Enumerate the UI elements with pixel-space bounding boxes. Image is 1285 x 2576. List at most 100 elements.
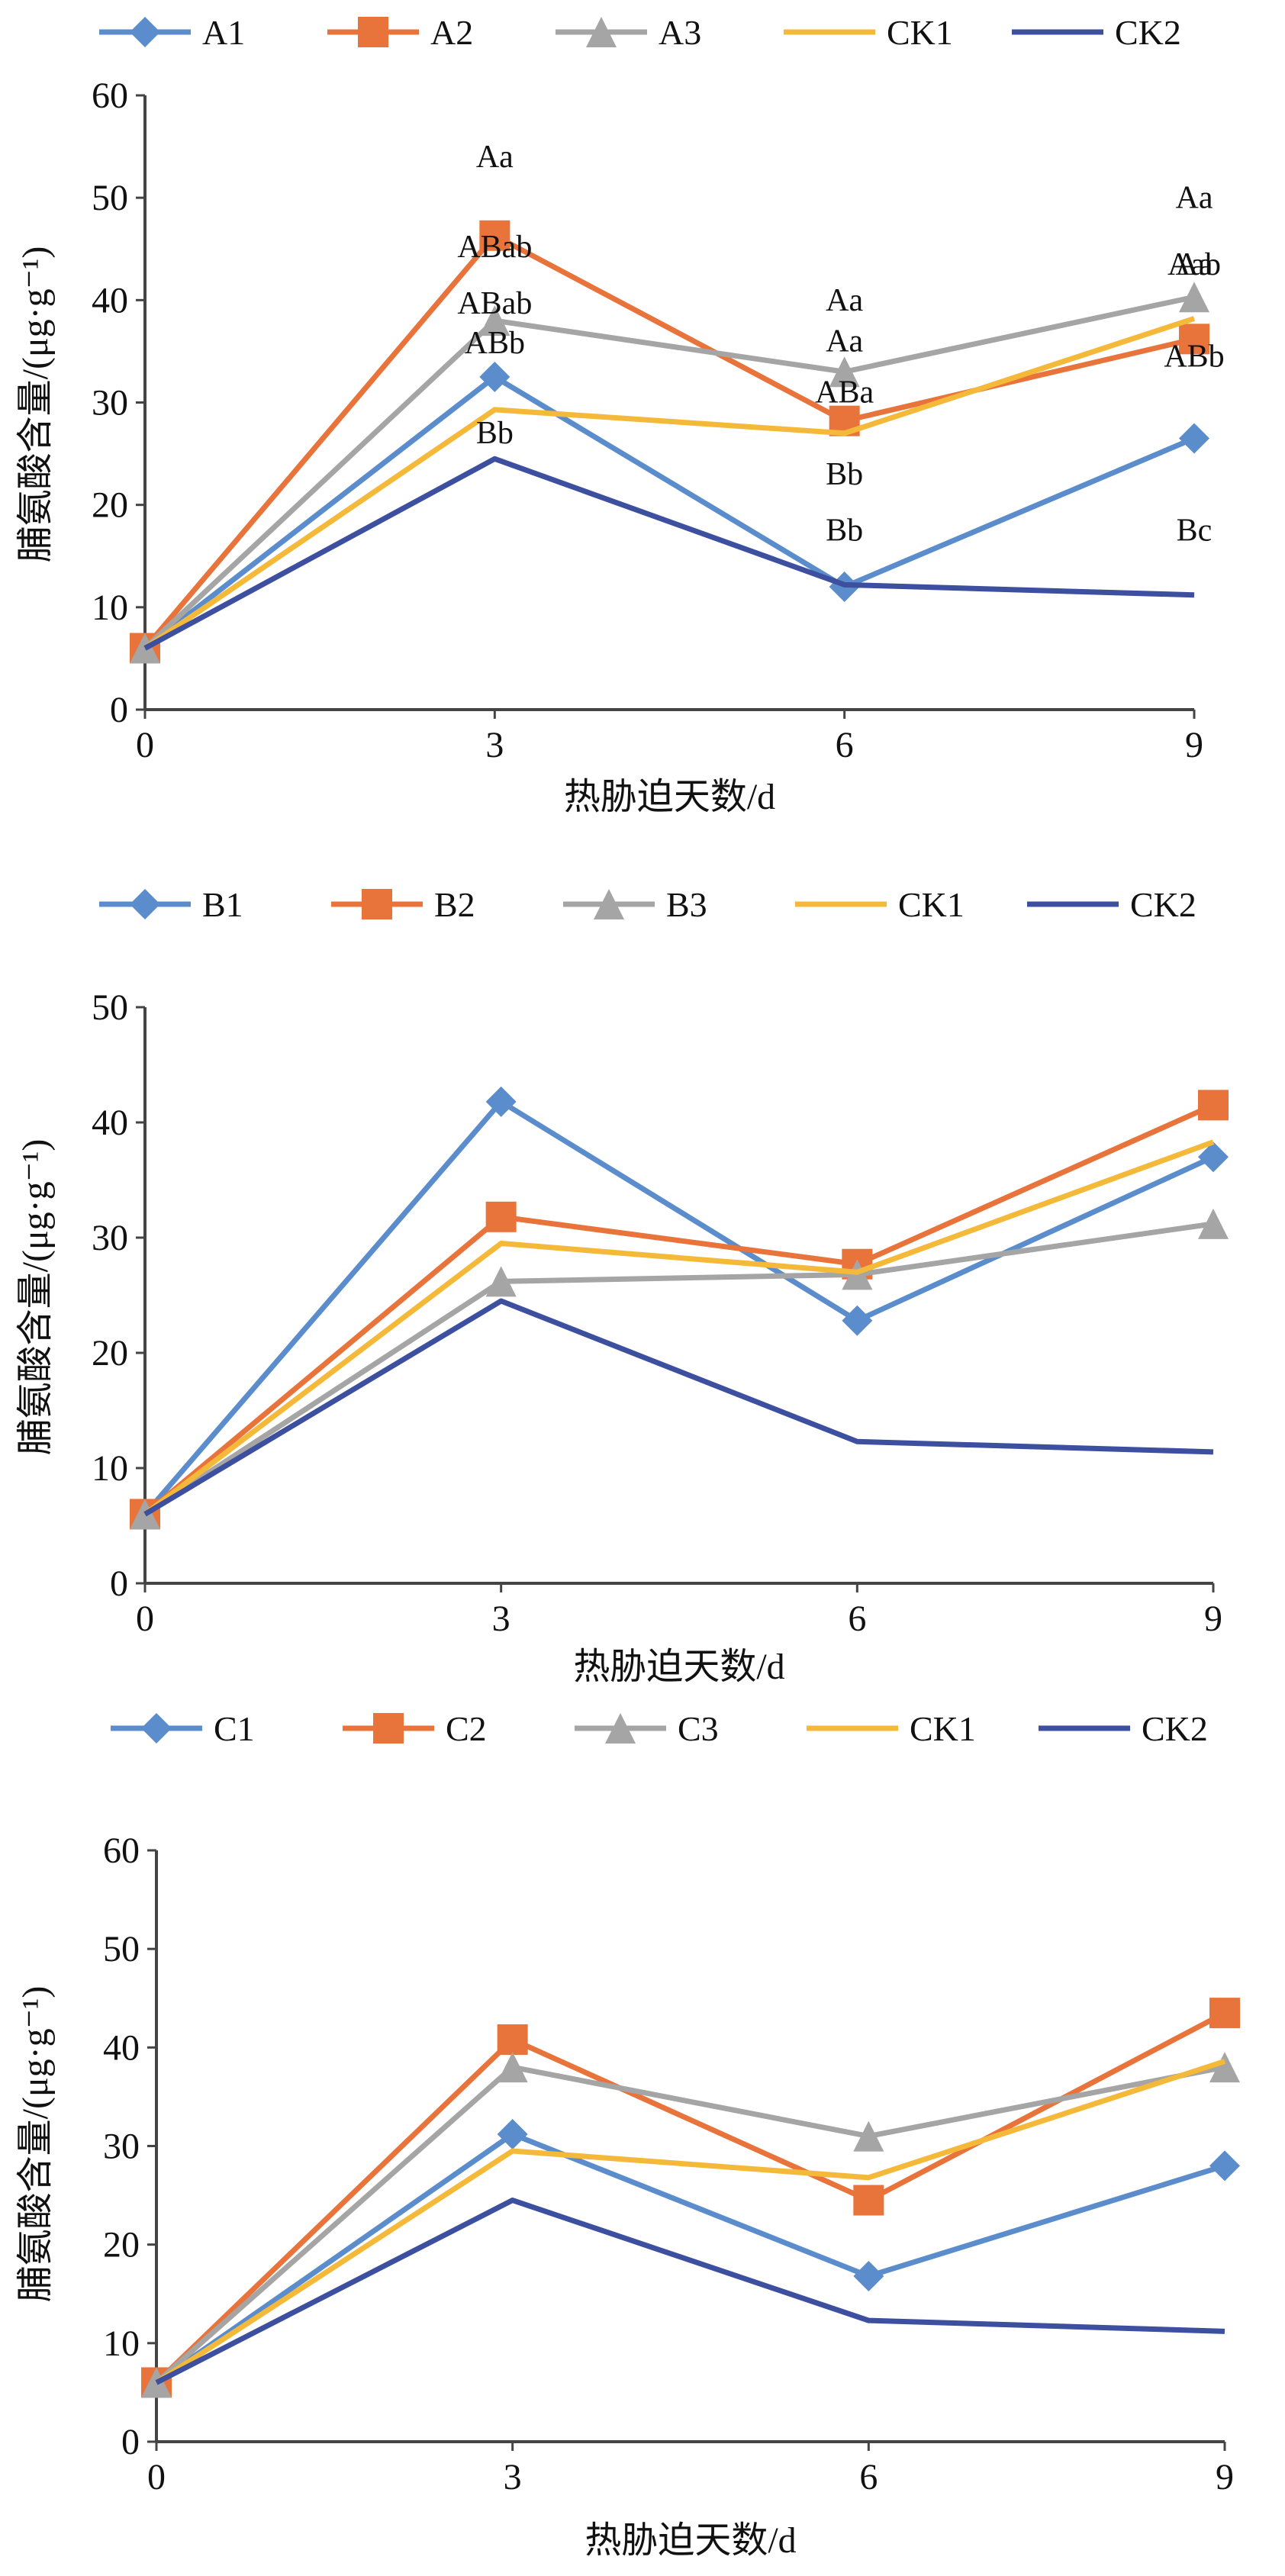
point-A3-9	[1179, 282, 1209, 313]
series-CK2	[143, 1298, 1214, 1517]
point-A1-3	[479, 361, 510, 392]
line-B2	[143, 1103, 1215, 1517]
significance-label: Bb	[826, 457, 863, 492]
legend-marker-B3	[594, 889, 624, 919]
significance-label: Bb	[476, 416, 514, 451]
legend-label-A2: A2	[430, 13, 473, 52]
y-tick-label: 50	[92, 178, 128, 218]
point-C1-3	[497, 2119, 528, 2149]
point-B2-9	[1198, 1090, 1229, 1121]
legend-label-CK1: CK1	[898, 885, 965, 924]
point-B3-3	[485, 1266, 517, 1297]
y-axis-label: 脯氨酸含量/(μg·g⁻¹)	[15, 1986, 56, 2303]
legend-label-C2: C2	[446, 1709, 487, 1748]
series-CK2	[143, 456, 1195, 651]
series-CK2	[155, 2198, 1225, 2385]
x-tick-label: 9	[1216, 2457, 1234, 2497]
point-A2-3	[479, 220, 510, 251]
line-A1	[143, 374, 1196, 651]
legend-label-C1: C1	[214, 1709, 255, 1748]
x-tick-label: 6	[859, 2457, 878, 2497]
legend-label-CK2: CK2	[1115, 13, 1181, 52]
x-tick-label: 0	[147, 2457, 166, 2497]
x-tick-label: 0	[136, 725, 154, 765]
legend-marker-C2	[373, 1713, 404, 1744]
y-tick-label: 10	[92, 1448, 128, 1489]
line-C2	[154, 2011, 1226, 2385]
significance-label: Bc	[1177, 514, 1213, 549]
panel-2: 0 10 20 30 40 50 0 3 6 9 热胁迫天数/d 脯氨酸含量/(μg·g⁻¹) B1 B2…	[15, 885, 1229, 1687]
point-C1-9	[1209, 2150, 1240, 2182]
series-CK1	[155, 2059, 1226, 2385]
y-tick-label: 20	[103, 2225, 140, 2265]
series-CK1	[143, 316, 1196, 651]
line-CK2	[155, 2198, 1225, 2385]
significance-label: Aa	[1176, 247, 1213, 282]
line-B1	[143, 1099, 1215, 1516]
y-tick-label: 0	[110, 1563, 128, 1604]
legend-label-CK2: CK2	[1130, 885, 1196, 924]
y-tick-label: 30	[92, 383, 128, 423]
y-tick-label: 40	[103, 2027, 140, 2068]
legend-marker-B1	[130, 889, 160, 919]
significance-label: Aa	[1176, 181, 1213, 216]
line-CK1	[143, 316, 1196, 651]
panel-3: 0 10 20 30 40 50 60 0 3 6 9 热胁迫天数/d 脯氨酸含量/(μg·g⁻¹) C1…	[15, 1709, 1240, 2561]
significance-label: ABab	[457, 230, 532, 265]
significance-label: Aa	[476, 140, 514, 175]
point-A2-9	[1179, 324, 1209, 355]
x-axis-label: 热胁迫天数/d	[573, 1647, 784, 1687]
point-C2-9	[1209, 1998, 1240, 2029]
y-tick-label: 60	[92, 76, 128, 116]
y-tick-label: 50	[103, 1929, 140, 1969]
point-B1-6	[842, 1305, 873, 1336]
x-tick-label: 3	[492, 1599, 510, 1639]
series-A3	[130, 282, 1209, 664]
y-tick-label: 10	[92, 588, 128, 628]
y-tick-label: 20	[92, 485, 128, 526]
x-axis-label: 热胁迫天数/d	[585, 2520, 796, 2561]
legend-label-CK1: CK1	[887, 13, 953, 52]
legend-marker-B2	[362, 889, 392, 919]
legend-marker-C3	[605, 1713, 636, 1744]
point-B1-3	[485, 1086, 517, 1117]
legend: A1 A2 A3 CK1 CK2	[99, 13, 1181, 52]
significance-label: ABa	[815, 375, 874, 411]
legend-label-A1: A1	[202, 13, 245, 52]
y-tick-label: 30	[103, 2127, 140, 2167]
point-B1-9	[1198, 1141, 1229, 1173]
significance-label: Aa	[826, 324, 863, 359]
legend-label-A3: A3	[659, 13, 701, 52]
y-tick-label: 30	[92, 1218, 128, 1258]
legend-label-CK2: CK2	[1142, 1709, 1208, 1748]
line-CK2	[143, 1298, 1214, 1517]
y-axis-label: 脯氨酸含量/(μg·g⁻¹)	[15, 246, 56, 563]
legend-marker-C1	[141, 1713, 172, 1744]
significance-label: ABb	[465, 326, 525, 361]
y-tick-label: 0	[110, 690, 128, 730]
series-B1	[130, 1086, 1229, 1530]
legend-label-B1: B1	[202, 885, 243, 924]
series-B2	[130, 1090, 1229, 1530]
line-A3	[143, 294, 1195, 651]
y-tick-label: 60	[103, 1831, 140, 1871]
x-tick-label: 9	[1185, 725, 1203, 765]
y-tick-label: 20	[92, 1333, 128, 1373]
x-tick-label: 3	[504, 2457, 522, 2497]
point-C3-3	[497, 2052, 528, 2083]
point-C3-6	[853, 2120, 884, 2152]
y-tick-label: 0	[121, 2422, 140, 2462]
line-C3	[154, 2064, 1225, 2385]
y-tick-label: 40	[92, 1103, 128, 1143]
legend-label-B2: B2	[434, 885, 475, 924]
x-tick-label: 6	[836, 725, 854, 765]
x-tick-label: 3	[485, 725, 504, 765]
legend: B1 B2 B3 CK1 CK2	[99, 885, 1196, 924]
significance-label: Aa	[826, 283, 863, 318]
series-C2	[141, 1998, 1240, 2398]
line-A2	[143, 233, 1195, 650]
point-C3-9	[1209, 2052, 1240, 2083]
legend: C1 C2 C3 CK1 CK2	[111, 1709, 1208, 1748]
line-CK1	[143, 1139, 1215, 1517]
